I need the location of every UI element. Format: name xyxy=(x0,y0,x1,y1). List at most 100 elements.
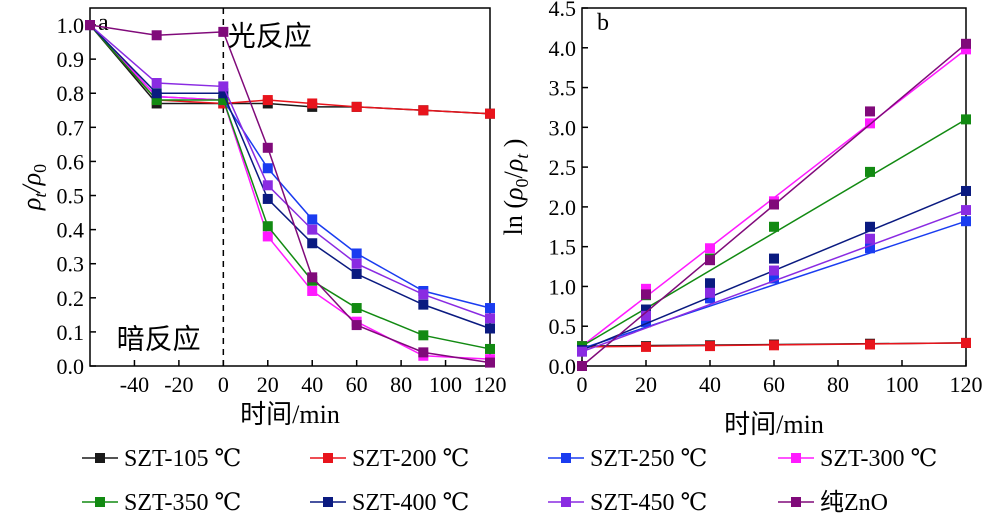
subscript-0: 0 xyxy=(512,179,532,188)
data-point xyxy=(307,214,318,225)
fit-line xyxy=(581,209,967,353)
legend-label: SZT-300 ℃ xyxy=(820,446,937,472)
data-point xyxy=(418,289,429,300)
x-tick-label: 20 xyxy=(257,372,279,397)
legend: SZT-105 ℃ SZT-200 ℃ SZT-250 ℃ SZT-300 ℃ SZT-… xyxy=(82,446,937,516)
data-point xyxy=(705,243,715,254)
legend-item: SZT-450 ℃ xyxy=(548,490,707,516)
series xyxy=(85,20,495,365)
data-point xyxy=(705,255,715,266)
data-point xyxy=(485,343,495,354)
data-point xyxy=(307,285,318,296)
data-point xyxy=(307,238,318,249)
data-point xyxy=(351,248,362,259)
data-point xyxy=(769,340,779,351)
series xyxy=(85,20,495,368)
data-point xyxy=(865,243,875,254)
data-point xyxy=(307,272,318,283)
y-tick-label: 1.0 xyxy=(549,274,577,299)
data-point xyxy=(769,265,779,276)
y-tick-label: 0.2 xyxy=(57,286,85,311)
data-point xyxy=(641,304,651,315)
data-point xyxy=(218,26,229,37)
panel-b-letter: b xyxy=(597,10,609,36)
data-point xyxy=(577,346,587,357)
legend-item: 纯ZnO xyxy=(778,489,888,516)
y-tick-label: 0.1 xyxy=(57,320,85,345)
panel-b: b 0 20 40 60 80 100 120 0.0 0.5 1.0 1.5 2.0 2.5 3.0 3… xyxy=(499,0,983,439)
y-tick-label: 1.0 xyxy=(57,13,85,38)
legend-label: 纯ZnO xyxy=(820,489,888,516)
y-tick-label: 2.5 xyxy=(549,155,577,180)
panel-b-x-label: 时间/min xyxy=(724,410,824,439)
x-tick-label: 20 xyxy=(635,372,657,397)
x-tick-label: -40 xyxy=(120,372,149,397)
x-tick-label: 40 xyxy=(699,372,721,397)
x-tick-label: 60 xyxy=(763,372,785,397)
x-tick-label: -20 xyxy=(164,372,193,397)
slash: / xyxy=(499,171,528,179)
panel-a-frame xyxy=(89,7,491,367)
fit-line xyxy=(581,118,967,347)
fit-line xyxy=(581,220,967,350)
close-paren: ) xyxy=(499,139,528,154)
series-line xyxy=(89,24,491,350)
legend-marker xyxy=(791,497,801,507)
data-point xyxy=(351,101,362,112)
panel-b-x-axis: 0 20 40 60 80 100 120 xyxy=(577,360,983,397)
y-tick-label: 3.0 xyxy=(549,115,577,140)
data-point xyxy=(485,357,495,368)
data-point xyxy=(418,105,429,116)
x-tick-label: 0 xyxy=(218,372,229,397)
y-tick-label: 0.4 xyxy=(57,218,85,243)
rho-symbol: ρ xyxy=(499,159,528,172)
data-point xyxy=(865,221,875,232)
legend-item: SZT-250 ℃ xyxy=(548,446,707,472)
series xyxy=(85,20,495,354)
data-point xyxy=(218,81,229,92)
light-reaction-label: 光反应 xyxy=(228,20,312,52)
series xyxy=(577,216,971,354)
panel-a-x-label: 时间/min xyxy=(240,400,340,429)
y-tick-label: 0.9 xyxy=(57,47,85,72)
series-line xyxy=(89,24,491,364)
data-point xyxy=(218,88,229,99)
data-point xyxy=(485,108,495,119)
data-point xyxy=(961,216,971,227)
y-tick-label: 0.7 xyxy=(57,115,85,140)
y-tick-label: 1.5 xyxy=(549,235,577,260)
data-point xyxy=(641,317,651,328)
panel-a-y-label: ρt/ρ0 xyxy=(17,164,50,211)
legend-label: SZT-105 ℃ xyxy=(124,446,241,472)
data-point xyxy=(769,199,779,210)
legend-item: SZT-200 ℃ xyxy=(310,446,469,472)
ln-open: ln ( xyxy=(499,200,528,235)
y-tick-label: 0.6 xyxy=(57,149,85,174)
data-point xyxy=(705,293,715,304)
panel-b-y-label: ln (ρ0/ρt ) xyxy=(499,139,532,236)
series xyxy=(85,20,495,324)
data-point xyxy=(307,224,318,235)
data-point xyxy=(961,337,971,348)
data-point xyxy=(641,289,651,300)
x-tick-label: 40 xyxy=(301,372,323,397)
legend-item: SZT-300 ℃ xyxy=(778,446,937,472)
x-tick-label: 60 xyxy=(346,372,368,397)
legend-marker xyxy=(323,453,333,463)
data-point xyxy=(418,299,429,310)
data-point xyxy=(865,106,875,117)
data-point xyxy=(418,347,429,358)
x-tick-label: 80 xyxy=(390,372,412,397)
data-point xyxy=(262,180,273,191)
data-point xyxy=(485,313,495,324)
legend-marker xyxy=(95,453,105,463)
series-line xyxy=(89,24,491,319)
data-point xyxy=(151,30,162,41)
x-tick-label: 80 xyxy=(827,372,849,397)
data-point xyxy=(351,268,362,279)
subscript-t: t xyxy=(512,153,532,159)
x-tick-label: 120 xyxy=(474,372,507,397)
data-point xyxy=(307,98,318,109)
panel-b-y-axis: 0.0 0.5 1.0 1.5 2.0 2.5 3.0 3.5 4.0 4.5 xyxy=(549,0,588,379)
dark-reaction-label: 暗反应 xyxy=(117,324,201,356)
